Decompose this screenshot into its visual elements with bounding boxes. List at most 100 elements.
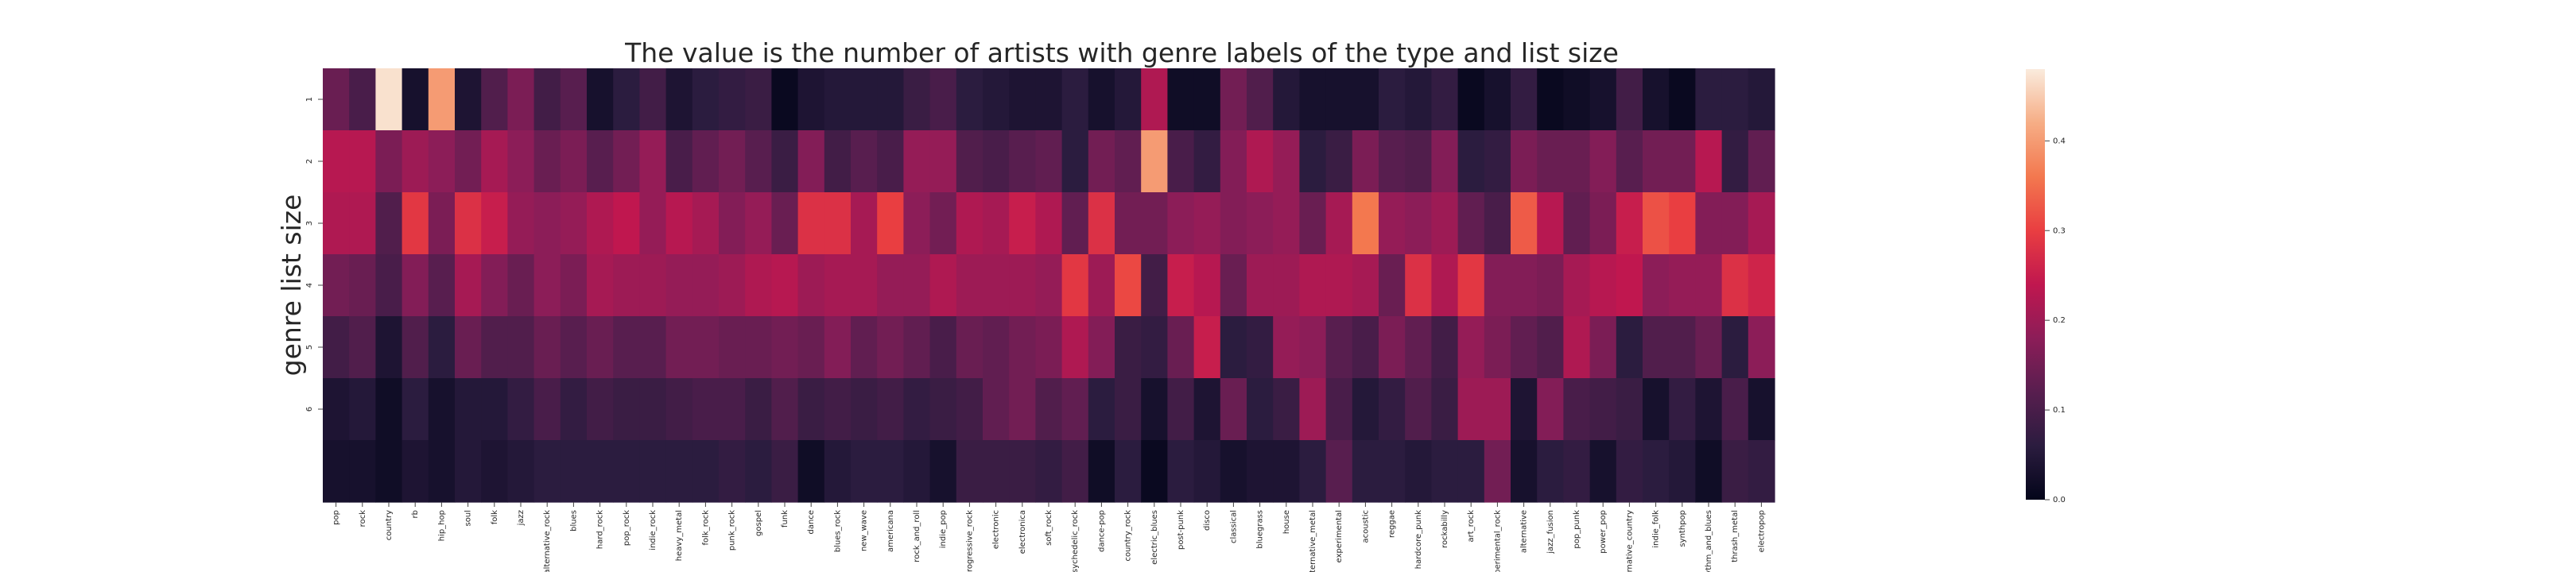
x-tick-label: experimental_rock — [1493, 510, 1502, 572]
heatmap-cell — [587, 68, 614, 131]
heatmap-cell — [1537, 316, 1564, 379]
heatmap-cell — [481, 68, 508, 131]
heatmap-cell — [851, 254, 878, 317]
heatmap-cell — [1695, 378, 1723, 441]
heatmap-cell — [745, 68, 772, 131]
heatmap-cell — [692, 316, 720, 379]
heatmap-cell — [1061, 378, 1089, 441]
heatmap-cell — [1511, 68, 1538, 131]
heatmap-cell — [1721, 192, 1749, 255]
heatmap-cell — [1484, 68, 1511, 131]
heatmap-cell — [983, 254, 1010, 317]
heatmap-cell — [613, 254, 640, 317]
chart-title: The value is the number of artists with … — [624, 37, 1619, 68]
heatmap-cell — [1220, 316, 1247, 379]
heatmap-cell — [1695, 440, 1723, 503]
heatmap-cell — [1537, 440, 1564, 503]
heatmap-cell — [349, 440, 376, 503]
heatmap-cell — [323, 378, 350, 441]
heatmap-cell — [1009, 130, 1036, 193]
heatmap-cell — [1379, 130, 1406, 193]
x-tick-label: alternative_rock — [543, 510, 552, 572]
heatmap-cell — [797, 192, 825, 255]
heatmap-cell — [851, 192, 878, 255]
heatmap-cell — [1669, 440, 1696, 503]
heatmap-cell — [1405, 130, 1432, 193]
heatmap-cell — [1379, 316, 1406, 379]
colorbar-ticks: 0.0 0.1 0.2 0.3 0.4 — [2045, 137, 2066, 504]
heatmap-cell — [903, 378, 931, 441]
heatmap-cell — [428, 440, 456, 503]
x-tick-label: punk_rock — [728, 510, 737, 551]
heatmap-cell — [665, 316, 693, 379]
heatmap-cell — [1748, 130, 1775, 193]
heatmap-cell — [1220, 130, 1247, 193]
x-tick-label: alternative_country — [1625, 510, 1634, 572]
heatmap-cell — [1405, 254, 1432, 317]
heatmap-cell — [824, 192, 852, 255]
heatmap-cell — [1273, 130, 1300, 193]
heatmap-cell — [1511, 440, 1538, 503]
colorbar — [2026, 69, 2045, 500]
heatmap-cell — [1669, 192, 1696, 255]
heatmap-cell — [375, 130, 403, 193]
heatmap-cell — [375, 192, 403, 255]
heatmap-cell — [956, 68, 983, 131]
heatmap-cell — [1193, 68, 1221, 131]
x-tick-label: classical — [1229, 510, 1238, 543]
heatmap-cell — [1457, 130, 1485, 193]
heatmap-cell — [797, 316, 825, 379]
heatmap-cell — [639, 130, 667, 193]
heatmap-cell — [1379, 192, 1406, 255]
heatmap-cell — [402, 68, 429, 131]
x-tick-label: indie_pop — [939, 510, 948, 548]
heatmap-cell — [1193, 440, 1221, 503]
heatmap-cell — [455, 440, 482, 503]
heatmap-cell — [402, 254, 429, 317]
heatmap-cell — [1035, 68, 1063, 131]
heatmap-cell — [1352, 378, 1379, 441]
heatmap-cell — [983, 192, 1010, 255]
heatmap-cell — [1589, 192, 1617, 255]
heatmap-cell — [1643, 440, 1670, 503]
x-tick-label: indie_rock — [649, 510, 658, 551]
heatmap-cell — [1299, 130, 1327, 193]
heatmap-cell — [1035, 378, 1063, 441]
heatmap-cell — [428, 254, 456, 317]
heatmap-cell — [1563, 68, 1591, 131]
x-tick-label: electropop — [1757, 510, 1766, 552]
heatmap-cell — [1325, 192, 1353, 255]
heatmap-cell — [1616, 192, 1643, 255]
heatmap-cell — [428, 192, 456, 255]
heatmap-cell — [877, 378, 904, 441]
heatmap-cell — [929, 130, 957, 193]
heatmap-cell — [402, 130, 429, 193]
heatmap-cell — [824, 440, 852, 503]
heatmap-cell — [349, 192, 376, 255]
heatmap-cell — [771, 130, 799, 193]
x-tick-label: post-punk — [1177, 510, 1185, 550]
heatmap-cell — [1115, 130, 1142, 193]
heatmap-cell — [1035, 192, 1063, 255]
heatmap-cell — [1009, 254, 1036, 317]
heatmap-cell — [639, 440, 667, 503]
heatmap-cell — [665, 378, 693, 441]
heatmap-cell — [1193, 192, 1221, 255]
heatmap-cell — [851, 378, 878, 441]
heatmap-cell — [719, 378, 746, 441]
heatmap-cell — [1035, 254, 1063, 317]
y-tick-label: 1 — [305, 97, 314, 102]
heatmap-cell — [1616, 68, 1643, 131]
x-tick-label: americana — [886, 510, 895, 552]
heatmap-cell — [1141, 378, 1168, 441]
heatmap-cell — [1589, 130, 1617, 193]
x-tick-label: rock_and_roll — [913, 510, 921, 562]
heatmap-cell — [1484, 130, 1511, 193]
heatmap-cell — [1748, 254, 1775, 317]
heatmap-cell — [1141, 130, 1168, 193]
heatmap-cell — [1167, 254, 1195, 317]
heatmap-cell — [824, 254, 852, 317]
heatmap-cell — [851, 130, 878, 193]
heatmap-cell — [719, 130, 746, 193]
